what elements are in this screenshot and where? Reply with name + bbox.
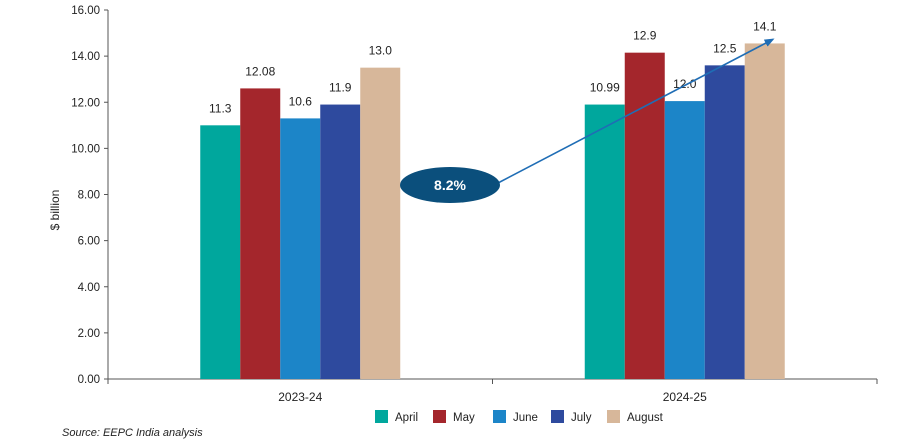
y-axis-title: $ billion <box>48 190 62 231</box>
bar-may-2023-24 <box>240 88 281 379</box>
x-category-label: 2023-24 <box>278 390 322 404</box>
y-tick-label: 8.00 <box>78 190 100 202</box>
legend-swatch-may <box>433 410 446 423</box>
legend-swatch-august <box>607 410 620 423</box>
data-label: 12.5 <box>713 41 737 55</box>
y-tick-label: 12.00 <box>71 97 100 109</box>
growth-oval <box>400 167 500 203</box>
y-tick-label: 6.00 <box>78 236 100 248</box>
data-label: 12.08 <box>245 64 275 78</box>
data-label: 11.3 <box>209 101 232 115</box>
bar-august-2024-25 <box>744 43 785 380</box>
bars <box>200 43 785 380</box>
growth-annotation: 8.2% <box>400 38 775 203</box>
data-label: 10.6 <box>289 94 313 108</box>
y-tick-label: 16.00 <box>71 5 100 17</box>
legend-label-may: May <box>453 412 475 424</box>
legend: April May June July August <box>375 410 664 424</box>
bar-july-2024-25 <box>704 65 745 379</box>
data-label: 13.0 <box>369 44 393 58</box>
legend-label-july: July <box>571 412 592 424</box>
bar-june-2024-25 <box>664 101 705 380</box>
legend-swatch-july <box>551 410 564 423</box>
x-category-label: 2024-25 <box>663 390 707 404</box>
bar-april-2023-24 <box>200 125 241 379</box>
bar-may-2024-25 <box>624 52 665 380</box>
bar-june-2023-24 <box>280 118 321 380</box>
growth-arrow <box>497 38 775 184</box>
legend-label-april: April <box>395 412 418 424</box>
data-label: 12.9 <box>633 29 657 43</box>
legend-label-june: June <box>513 412 538 424</box>
data-label: 14.1 <box>753 19 777 33</box>
bar-august-2023-24 <box>360 67 401 379</box>
y-tick-label: 0.00 <box>78 374 100 386</box>
y-axis: 0.00 2.00 4.00 6.00 8.00 10.00 12.00 14.00 16.00 <box>71 5 109 386</box>
source-note: Source: EEPC India analysis <box>62 427 203 439</box>
growth-label: 8.2% <box>434 177 466 193</box>
legend-swatch-april <box>375 410 388 423</box>
data-label: 11.9 <box>329 81 352 95</box>
x-axis: 2023-24 2024-25 <box>107 378 878 404</box>
data-label: 10.99 <box>590 81 620 95</box>
bar-july-2023-24 <box>320 104 361 380</box>
legend-swatch-june <box>493 410 506 423</box>
y-tick-label: 14.00 <box>71 51 100 63</box>
y-tick-label: 10.00 <box>71 143 100 155</box>
y-tick-label: 4.00 <box>78 282 100 294</box>
bar-april-2024-25 <box>584 104 625 380</box>
y-tick-label: 2.00 <box>78 328 100 340</box>
legend-label-august: August <box>627 412 664 424</box>
data-labels: 11.312.0810.611.913.010.9912.912.012.514… <box>209 19 777 115</box>
